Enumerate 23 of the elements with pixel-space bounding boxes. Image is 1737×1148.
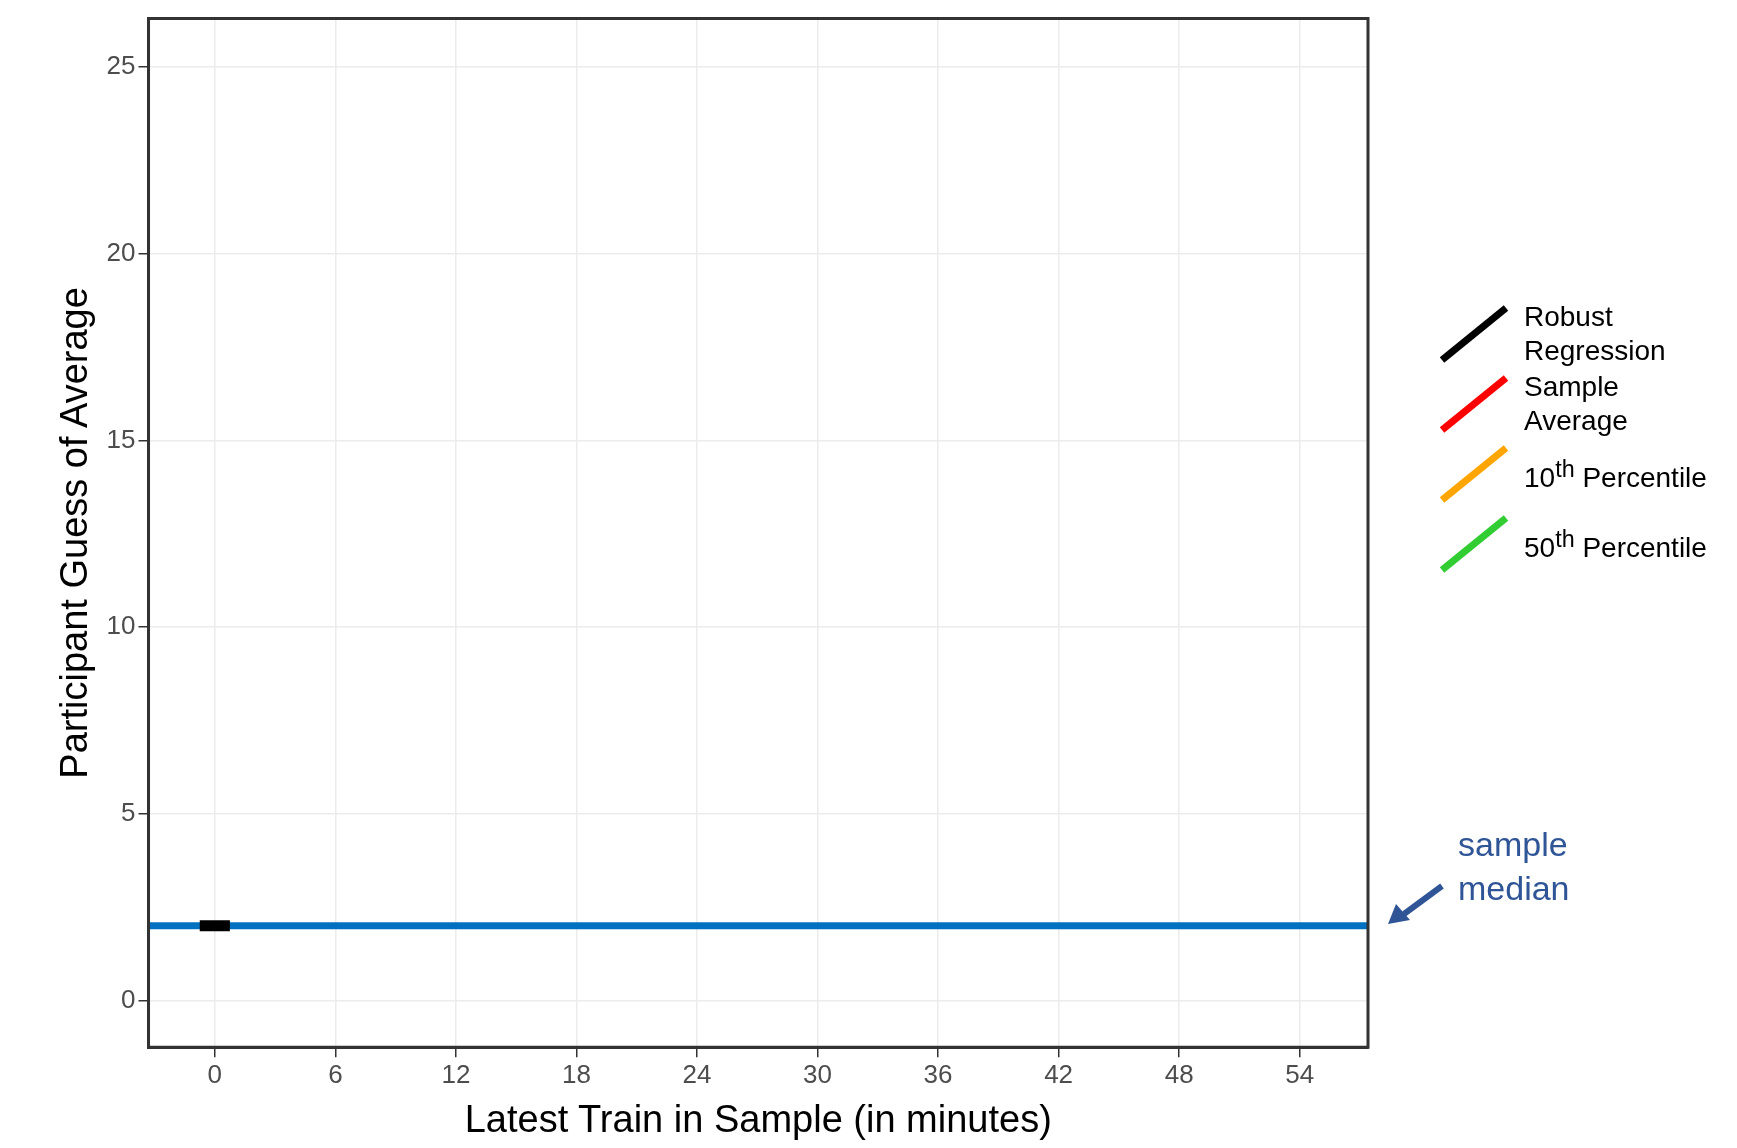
y-tick-label: 20 xyxy=(106,236,136,267)
y-tick-label: 25 xyxy=(106,50,136,81)
ref-line-label: sample median xyxy=(1458,824,1570,907)
y-tick-label: 5 xyxy=(121,797,136,828)
y-tick-label: 15 xyxy=(106,423,136,454)
x-tick-label: 42 xyxy=(1044,1058,1074,1089)
y-tick-label: 10 xyxy=(106,610,136,641)
x-tick-label: 36 xyxy=(923,1058,953,1089)
legend-label: 50$^{th}$ Percentile xyxy=(1524,525,1707,566)
legend-label: 10$^{th}$ Percentile xyxy=(1524,455,1707,496)
x-tick-label: 12 xyxy=(441,1058,471,1089)
x-tick-label: 18 xyxy=(561,1058,591,1089)
y-tick-label: 0 xyxy=(121,983,136,1014)
y-axis-title: Participant Guess of Average xyxy=(53,287,96,779)
x-tick-label: 54 xyxy=(1285,1058,1315,1089)
x-tick-label: 48 xyxy=(1164,1058,1194,1089)
x-axis-title: Latest Train in Sample (in minutes) xyxy=(464,1097,1052,1140)
legend-label: Sample Average xyxy=(1524,370,1629,438)
x-tick-label: 24 xyxy=(682,1058,712,1089)
legend-label: Robust Regression xyxy=(1524,300,1667,368)
x-tick-label: 30 xyxy=(803,1058,832,1089)
x-tick-label: 6 xyxy=(328,1058,343,1089)
x-tick-label: 0 xyxy=(207,1058,223,1089)
